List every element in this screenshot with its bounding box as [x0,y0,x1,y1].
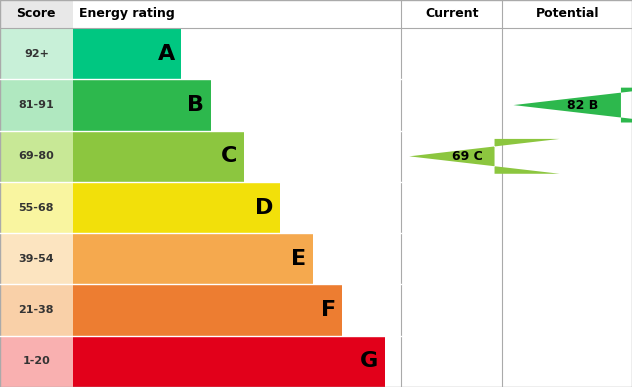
Text: 81-91: 81-91 [18,100,54,110]
Text: C: C [221,146,237,166]
Text: Current: Current [425,7,478,21]
Bar [73,284,342,336]
Text: A: A [157,44,175,64]
Bar [0,182,73,233]
Bar [0,0,73,28]
Bar [0,28,73,79]
Polygon shape [410,139,560,174]
Text: F: F [320,300,336,320]
Bar [73,233,313,284]
Bar [73,79,210,131]
Text: B: B [188,95,204,115]
Polygon shape [513,87,632,123]
Bar [73,336,385,387]
Text: 21-38: 21-38 [18,305,54,315]
Bar [0,336,73,387]
Text: E: E [291,249,307,269]
Text: 69 C: 69 C [451,150,482,163]
Text: 55-68: 55-68 [18,203,54,212]
Text: 69-80: 69-80 [18,151,54,161]
Text: Energy rating: Energy rating [79,7,175,21]
Bar [0,79,73,131]
Text: 82 B: 82 B [567,99,598,111]
Bar [73,28,181,79]
Text: Score: Score [16,7,56,21]
Bar [73,131,243,182]
Bar [0,284,73,336]
Text: D: D [255,198,274,217]
Bar [0,131,73,182]
Text: 1-20: 1-20 [23,356,50,366]
Text: 92+: 92+ [24,49,49,59]
Text: G: G [360,351,379,372]
Text: Potential: Potential [535,7,599,21]
Bar [0,233,73,284]
Bar [73,182,280,233]
Text: 39-54: 39-54 [18,254,54,264]
